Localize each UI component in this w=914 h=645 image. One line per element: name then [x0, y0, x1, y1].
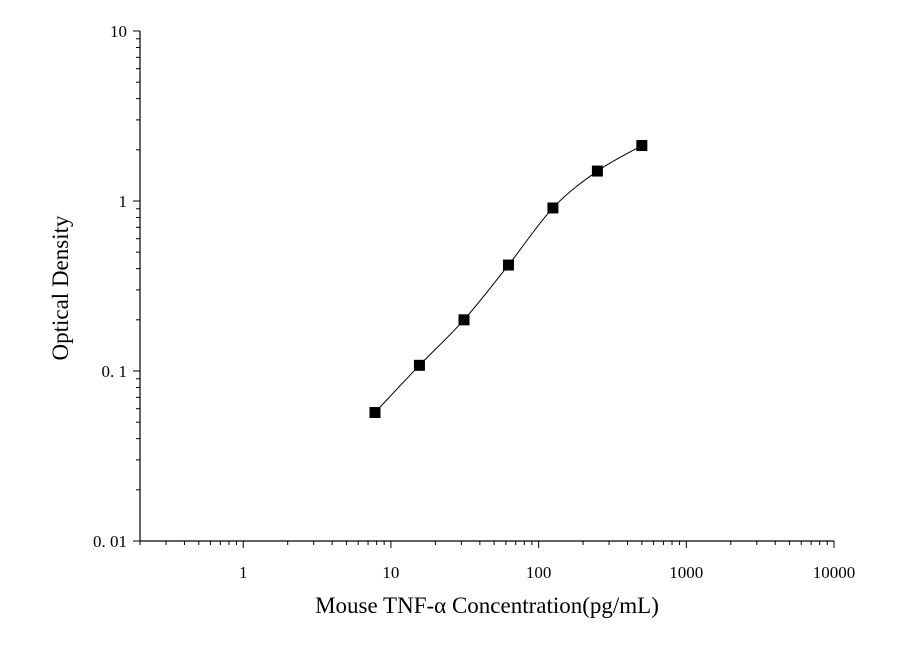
x-tick-label: 1	[239, 563, 248, 582]
x-axis-title: Mouse TNF-α Concentration(pg/mL)	[315, 593, 659, 618]
y-tick-label: 0. 1	[102, 362, 128, 381]
y-tick-label: 10	[110, 22, 127, 41]
y-ticks: 0. 01 0. 1 1 10	[93, 22, 140, 551]
data-point-marker	[413, 359, 425, 371]
x-tick-label: 1000	[669, 563, 703, 582]
data-point-marker	[636, 140, 648, 152]
x-tick-label: 100	[526, 563, 552, 582]
data-point-marker	[547, 202, 559, 214]
y-axis-title: Optical Density	[48, 215, 73, 360]
data-point-marker	[591, 165, 603, 177]
data-point-marker	[458, 314, 470, 326]
data-point-marker	[369, 407, 381, 419]
x-tick-label: 10000	[813, 563, 856, 582]
series-layer	[369, 140, 648, 419]
x-tick-label: 10	[382, 563, 399, 582]
y-tick-label: 1	[119, 192, 128, 211]
series-line	[374, 145, 643, 413]
y-tick-label: 0. 01	[93, 532, 127, 551]
axes	[139, 31, 834, 542]
x-ticks: 1 10 100 1000 10000	[139, 541, 856, 582]
data-point-marker	[502, 259, 514, 271]
